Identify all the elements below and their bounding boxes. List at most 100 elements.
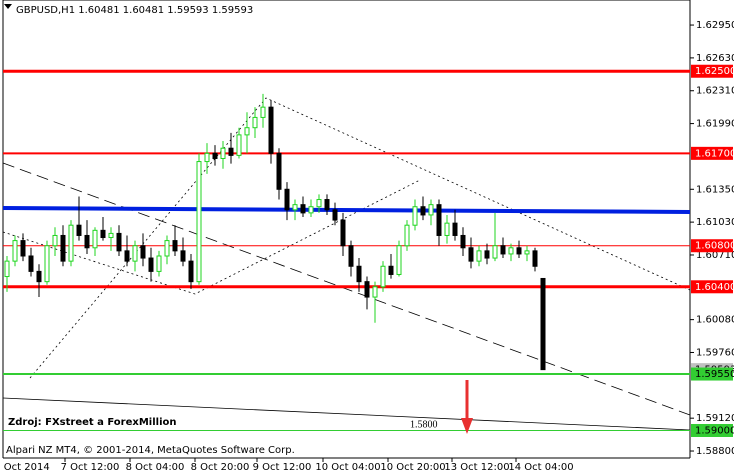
candle-body xyxy=(100,229,106,239)
level-label: 1.59550 xyxy=(695,369,734,380)
dotted-channel xyxy=(2,179,421,295)
x-tick-label: 9 Oct 12:00 xyxy=(253,462,312,473)
dotted-channel xyxy=(29,97,691,379)
candle-body xyxy=(348,245,354,267)
level-label: 1.62500 xyxy=(695,66,734,77)
candle-body xyxy=(140,245,146,259)
candle-body xyxy=(180,250,186,262)
candle-body xyxy=(188,260,194,283)
candle-body xyxy=(124,250,130,262)
candle-body xyxy=(468,247,474,262)
candle-body xyxy=(28,255,34,272)
candle-body xyxy=(420,206,426,216)
target-annotation: 1.5800 xyxy=(410,419,438,430)
x-tick-label: 8 Oct 20:00 xyxy=(191,462,250,473)
candle-body xyxy=(92,229,98,249)
candle-body xyxy=(260,106,266,118)
candle-body xyxy=(300,204,306,214)
candle-body xyxy=(116,232,122,252)
candle-body xyxy=(60,234,66,262)
x-tick-label: 10 Oct 04:00 xyxy=(315,462,380,473)
level-label-box xyxy=(691,280,733,294)
candle-body xyxy=(532,250,538,267)
y-tick-label: 1.62630 xyxy=(696,53,734,64)
candle-body xyxy=(340,219,346,247)
y-tick-label: 1.59760 xyxy=(696,347,734,358)
y-tick-label: 1.60080 xyxy=(696,315,734,326)
candle-body xyxy=(4,260,10,278)
y-tick-label: 1.60710 xyxy=(696,250,734,261)
candle-body xyxy=(164,240,170,257)
candle-body xyxy=(220,147,226,159)
candle-body xyxy=(68,224,74,262)
candle-body xyxy=(172,240,178,252)
candle-body xyxy=(204,152,210,163)
candle-body xyxy=(236,134,242,156)
candle-body xyxy=(380,265,386,288)
candle-body xyxy=(332,209,338,221)
candle-body xyxy=(388,265,394,275)
candle-body xyxy=(156,255,162,272)
source-annotation: Zdroj: FXstreet a ForexMillion xyxy=(8,417,177,428)
candle-body xyxy=(252,116,258,129)
x-tick-label: 7 Oct 12:00 xyxy=(61,462,120,473)
y-tick-label: 1.58800 xyxy=(696,446,734,457)
candle-body xyxy=(516,247,522,255)
arrow-head xyxy=(461,418,473,434)
candle-body xyxy=(132,245,138,262)
candle-body xyxy=(452,222,458,236)
candle-body xyxy=(108,232,114,239)
x-tick-label: 6 Oct 2014 xyxy=(0,462,50,473)
candle-body xyxy=(196,161,202,283)
candle-body xyxy=(508,247,514,255)
level-label: 1.60400 xyxy=(695,282,734,293)
candle-body xyxy=(500,245,506,255)
candle-body xyxy=(148,257,154,272)
candle-body xyxy=(428,204,434,216)
candle-body xyxy=(20,240,26,257)
candle-body xyxy=(12,240,18,262)
y-tick-label: 1.61350 xyxy=(696,184,734,195)
level-label-box xyxy=(691,146,733,160)
dropdown-icon[interactable] xyxy=(4,4,12,9)
level-label-box xyxy=(691,64,733,78)
candle-body xyxy=(524,250,530,255)
candle-body xyxy=(284,188,290,211)
x-tick-label: 8 Oct 04:00 xyxy=(126,462,185,473)
candle-body xyxy=(460,234,466,249)
x-tick-label: 10 Oct 20:00 xyxy=(380,462,445,473)
x-tick-label: 13 Oct 12:00 xyxy=(444,462,509,473)
y-tick-label: 1.61990 xyxy=(696,119,734,130)
candle-body xyxy=(436,204,442,236)
level-label: 1.59000 xyxy=(695,425,734,436)
candle-body xyxy=(372,286,378,298)
candle-body xyxy=(292,204,298,211)
candle-body xyxy=(228,147,234,156)
candle-body xyxy=(404,224,410,247)
candle-body xyxy=(492,245,498,259)
candle-body xyxy=(36,270,42,283)
y-tick-label: 1.61030 xyxy=(696,217,734,228)
level-label: 1.60800 xyxy=(695,241,734,252)
candle-body xyxy=(356,265,362,283)
y-tick-label: 1.62950 xyxy=(696,20,734,31)
level-label-box xyxy=(691,367,733,381)
level-label-box xyxy=(691,423,733,437)
y-tick-label: 1.59120 xyxy=(696,413,734,424)
candle-body xyxy=(212,152,218,159)
candle-body xyxy=(276,152,282,190)
candle-body xyxy=(308,206,314,214)
candle-body xyxy=(412,206,418,226)
candle-body xyxy=(476,250,482,262)
candle-body xyxy=(396,245,402,275)
dashed-trendline xyxy=(2,162,691,416)
candle-body xyxy=(444,222,450,236)
candle-body xyxy=(484,250,490,259)
level-label-box xyxy=(691,239,733,253)
candle-body xyxy=(324,199,330,211)
blue-trendline xyxy=(2,206,691,214)
solid-trendline xyxy=(2,397,691,431)
x-tick-label: 14 Oct 04:00 xyxy=(508,462,573,473)
candle-body xyxy=(268,106,274,154)
candle-body xyxy=(244,127,250,136)
